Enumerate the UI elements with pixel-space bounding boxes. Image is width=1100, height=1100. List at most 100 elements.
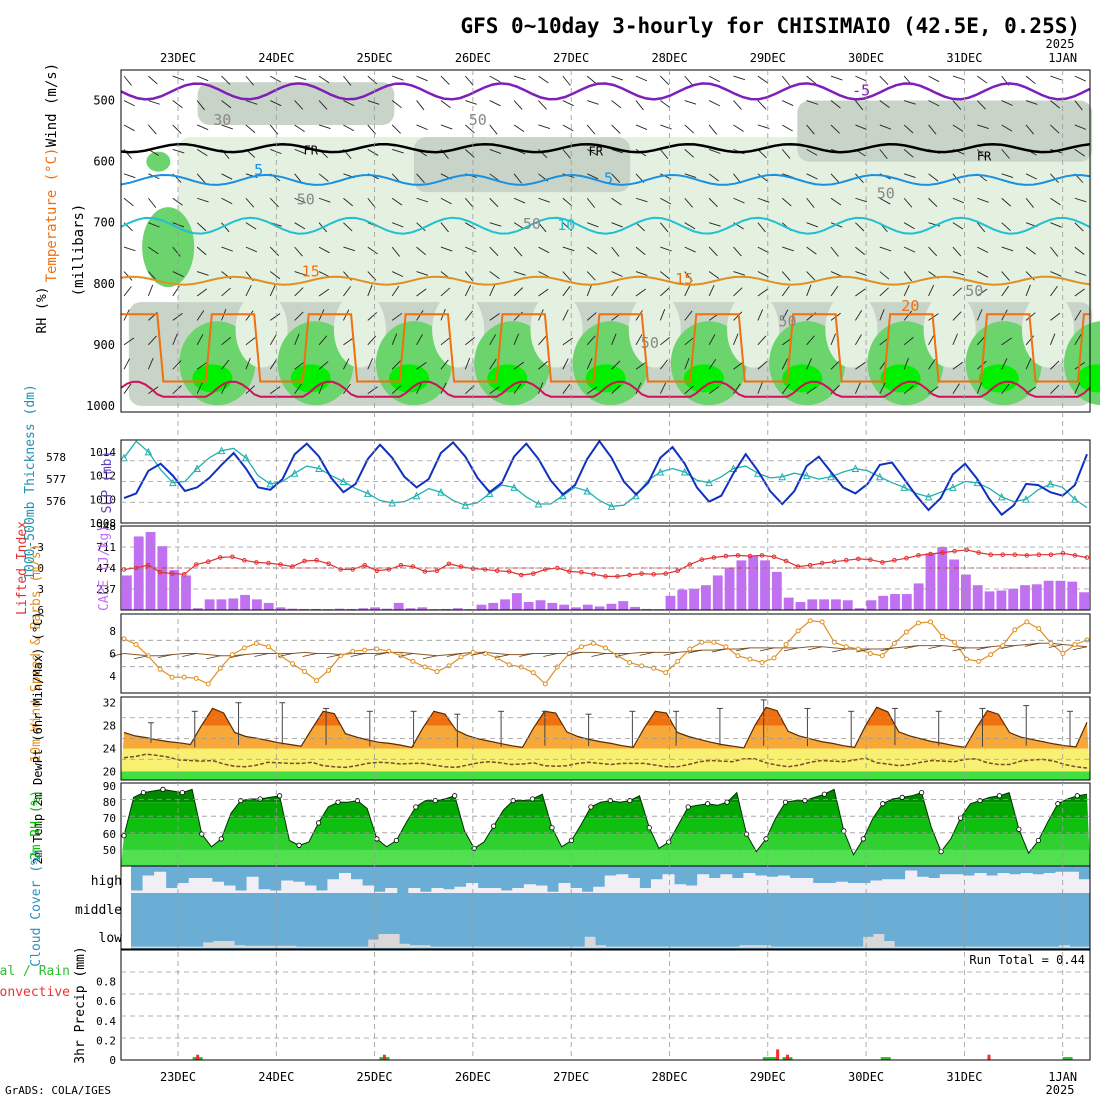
wind-barb: [879, 246, 892, 252]
wind-barb: [367, 246, 378, 255]
low-cloud-bar: [883, 941, 895, 948]
cape-bar: [571, 607, 581, 610]
high-cloud-gap: [870, 880, 883, 893]
cape-bar: [559, 604, 570, 610]
high-cloud-gap: [916, 876, 929, 893]
wind-point: [795, 628, 801, 634]
high-cloud-gap: [454, 886, 467, 893]
wind-barb: [245, 75, 255, 86]
wind-barb: [513, 124, 525, 132]
cape-bar: [783, 597, 794, 610]
wind-barb: [513, 383, 522, 394]
high-cloud-gap: [939, 874, 952, 893]
wind-barb: [952, 100, 962, 110]
cape-bar: [1020, 585, 1030, 610]
high-cloud-gap: [812, 883, 825, 893]
contour-label-8: 15: [675, 270, 693, 288]
rh-dry-3: [530, 291, 583, 368]
wind-barb: [513, 173, 522, 184]
temperature-label: Temperature (°C): [44, 148, 60, 283]
wind-barb: [1050, 246, 1059, 257]
low-cloud-bar: [1079, 946, 1091, 948]
wind-barb: [464, 271, 474, 282]
wind-barb: [123, 75, 132, 86]
wind-barb: [367, 312, 378, 321]
wind-barb: [806, 284, 812, 297]
wind-point: [928, 619, 934, 625]
wind-barb: [1050, 124, 1060, 134]
wind-barb: [392, 75, 404, 81]
high-cloud-gap: [685, 885, 698, 893]
wind-point: [723, 644, 729, 650]
thickness-point: [217, 446, 226, 455]
wind-barb: [977, 271, 989, 278]
contour-label-0: FR: [303, 143, 318, 157]
wind-barb: [440, 75, 450, 85]
rh-point: [413, 804, 419, 810]
wind-barb: [562, 286, 571, 297]
li-point: [278, 562, 283, 567]
rh-point: [919, 789, 925, 796]
thickness-point: [900, 483, 908, 491]
high-cloud-gap: [234, 890, 248, 893]
wind-barb: [562, 124, 574, 132]
wind-barb: [952, 333, 958, 345]
total-precip-bar: [880, 1057, 891, 1060]
high-cloud-gap: [593, 886, 606, 893]
wind-barb: [123, 286, 132, 297]
wind-barb: [123, 337, 135, 346]
bottom-date-6: 29DEC: [750, 1070, 786, 1084]
wind-barb: [391, 271, 404, 278]
wind-barb: [270, 313, 281, 321]
wind-barb: [1001, 124, 1013, 132]
wind-barb: [269, 197, 279, 208]
wind-barb: [611, 360, 621, 370]
low-cloud-bar: [894, 946, 905, 948]
low-cloud-bar: [863, 936, 874, 948]
wind-barb: [879, 382, 886, 394]
low-cloud-bar: [512, 946, 524, 948]
wind-barb: [733, 333, 739, 345]
li-tick-2: 3: [37, 583, 44, 596]
wind-barb: [781, 383, 790, 394]
cape-bar: [381, 608, 392, 610]
slp-label: SLP (mb): [100, 451, 115, 514]
wind-barb: [684, 100, 697, 105]
rh2m-label: 2m RH (%): [29, 790, 44, 860]
wind-barb: [1001, 173, 1014, 178]
thickness-point: [924, 492, 933, 501]
wind-barb: [1050, 222, 1062, 228]
wind-barb: [952, 311, 962, 321]
rh-band-3: [121, 802, 1090, 819]
wind-barb: [196, 149, 208, 157]
cape-bar: [925, 553, 936, 610]
low-cloud-bar: [904, 946, 916, 948]
wind-point: [217, 665, 223, 671]
wind-barb: [635, 288, 646, 297]
cape-bar: [618, 601, 629, 610]
li-point: [1048, 552, 1054, 558]
li-point: [855, 556, 861, 562]
wind-barb: [830, 75, 843, 81]
slp-tick-3: 1008: [90, 517, 117, 530]
rh-point: [335, 799, 341, 805]
low-cloud-bar: [832, 946, 844, 948]
wind-barb: [440, 246, 453, 252]
low-cloud-bar: [945, 946, 957, 948]
wind-barb: [318, 288, 330, 297]
li-point: [181, 572, 187, 577]
wind-barb: [855, 334, 862, 346]
li-point: [892, 558, 897, 563]
li-point: [1000, 552, 1006, 558]
li-point: [735, 553, 741, 558]
wind-point: [458, 654, 464, 660]
surface-barb: [663, 651, 678, 656]
cape-bar: [878, 595, 889, 610]
wind-barb: [708, 284, 715, 297]
low-cloud-bar: [955, 946, 967, 948]
wind-barb: [708, 246, 718, 257]
wind-barb: [172, 148, 185, 154]
wind-point: [434, 669, 440, 675]
wind-barb: [855, 124, 867, 130]
surface-barb: [591, 653, 606, 657]
